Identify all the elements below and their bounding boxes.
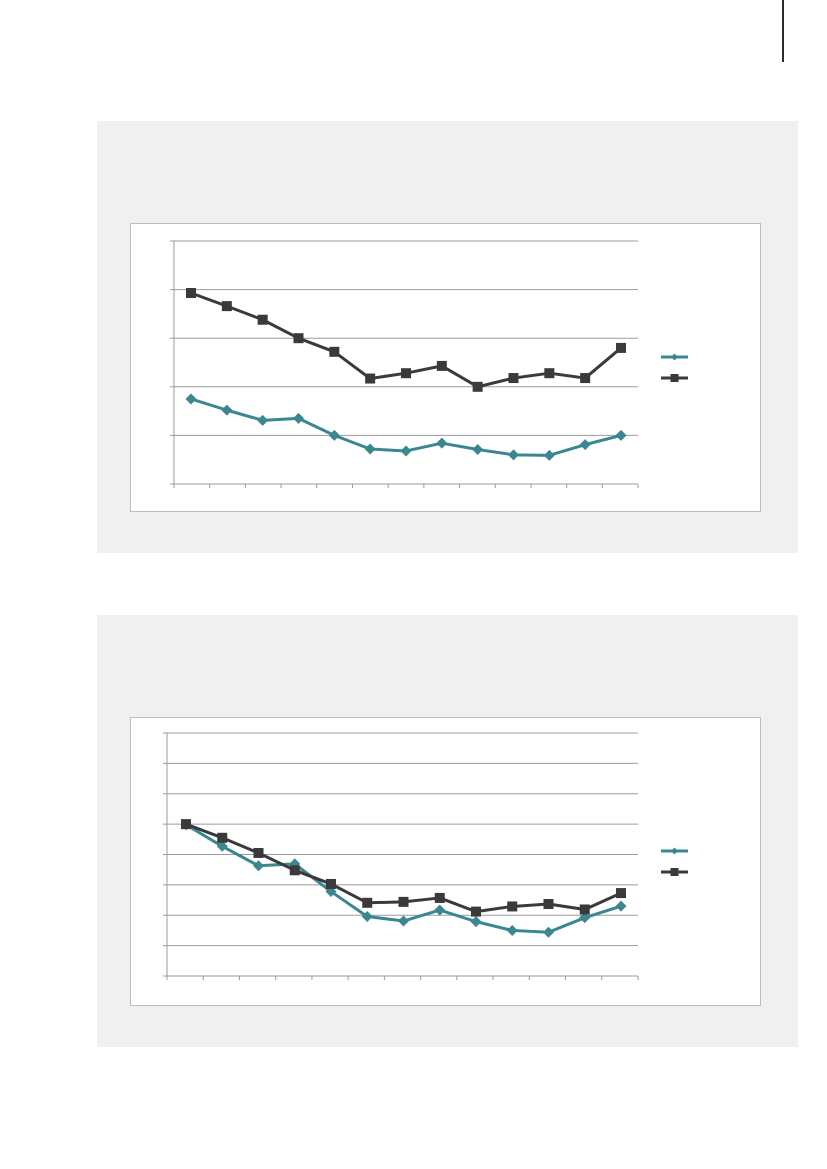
series-1-point	[185, 393, 197, 405]
series-2-point	[543, 899, 554, 910]
series-2-point	[221, 301, 232, 312]
series-2-point	[186, 288, 196, 299]
series-1-point	[615, 429, 627, 441]
series-1-point	[257, 414, 269, 426]
series-1-point	[221, 404, 233, 416]
series-2-point	[217, 832, 228, 843]
series-2-point	[508, 373, 519, 384]
series-1-point	[253, 860, 264, 872]
series-2-point	[472, 381, 483, 392]
series-2-point	[401, 368, 411, 379]
series-2-point	[616, 342, 626, 353]
series-1-point	[364, 443, 376, 455]
series-2-point	[329, 346, 340, 357]
series-2-point	[616, 888, 626, 899]
series-2-point	[434, 892, 445, 903]
line-chart-1	[170, 240, 688, 488]
series-1-point	[293, 412, 304, 424]
series-1-point	[470, 916, 482, 928]
legend-marker-series-2	[670, 868, 679, 876]
series-1-point	[436, 437, 448, 449]
series-1-point	[615, 900, 627, 912]
page-edge-rule	[782, 0, 784, 62]
chart-panel-1	[97, 121, 798, 553]
series-2-point	[398, 896, 409, 907]
series-1-point	[508, 449, 519, 461]
series-1-point	[543, 926, 554, 938]
chart-frame-2	[130, 717, 761, 1006]
series-2-point	[362, 897, 373, 908]
series-2-point	[326, 878, 336, 889]
series-2-point	[365, 373, 376, 384]
legend-marker-series-2	[670, 374, 679, 382]
series-2-point	[436, 360, 447, 371]
series-2-point	[253, 847, 264, 858]
line-chart-2	[163, 732, 688, 980]
series-1-point	[543, 449, 555, 461]
series-1-point	[579, 439, 591, 451]
series-2-point	[579, 904, 590, 915]
series-1-point	[506, 924, 518, 936]
series-1-point	[328, 429, 340, 441]
series-2-point	[507, 901, 518, 912]
series-1-point	[398, 915, 409, 927]
series-1-point	[579, 912, 591, 924]
series-2-point	[471, 906, 481, 917]
series-2-point	[580, 373, 591, 384]
series-1-point	[400, 445, 412, 457]
series-2-point	[544, 368, 555, 379]
series-2-point	[257, 314, 268, 325]
series-2-point	[293, 333, 304, 344]
series-1-point	[472, 443, 484, 455]
legend-marker-series-1	[671, 353, 678, 361]
series-1-point	[361, 910, 373, 922]
chart-frame-1	[130, 223, 761, 512]
legend-marker-series-1	[671, 847, 678, 855]
chart-panel-2	[97, 615, 798, 1047]
series-2-point	[181, 819, 191, 830]
series-2-point	[289, 865, 300, 876]
series-1-point	[434, 904, 446, 916]
series-1-point	[289, 858, 301, 870]
series-1-point	[216, 840, 228, 852]
